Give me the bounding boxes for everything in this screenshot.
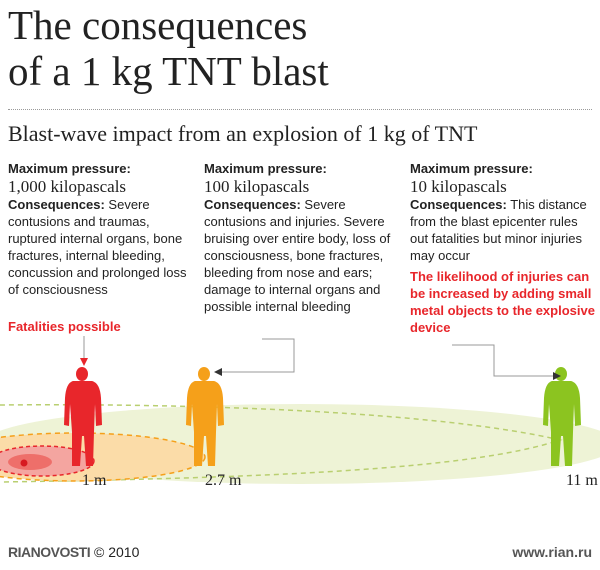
pointer-green bbox=[452, 344, 561, 380]
pressure-heading: Maximum pressure: bbox=[410, 161, 533, 176]
subtitle: Blast-wave impact from an explosion of 1… bbox=[8, 121, 478, 146]
pressure-value: 10 kilopascals bbox=[410, 177, 507, 196]
consequences-text: Consequences: Severe contusions and inju… bbox=[204, 196, 394, 315]
consequences-description: Severe contusions and injuries. Severe b… bbox=[204, 197, 391, 314]
copyright: © 2010 bbox=[94, 544, 140, 560]
pressure-value: 1,000 kilopascals bbox=[8, 177, 127, 196]
inner-zone-boundary bbox=[0, 445, 95, 477]
pressure-heading: Maximum pressure: bbox=[8, 161, 131, 176]
pointer-orange bbox=[214, 338, 295, 376]
title-line-1: The consequences bbox=[8, 2, 308, 48]
distance-label-1m: 1 m bbox=[82, 472, 107, 489]
distance-label-2.7m: 2.7 m bbox=[205, 472, 242, 489]
blast-core bbox=[8, 454, 52, 470]
person-figure-orange bbox=[186, 367, 224, 466]
pressure-heading: Maximum pressure: bbox=[204, 161, 327, 176]
zone-info-1m: Maximum pressure: 1,000 kilopascals Cons… bbox=[8, 160, 194, 298]
consequences-description: Severe contusions and traumas, ruptured … bbox=[8, 197, 187, 297]
title-line-2: of a 1 kg TNT blast bbox=[8, 48, 329, 94]
footer-credit: RIANOVOSTI © 2010 bbox=[8, 544, 139, 560]
footer-url[interactable]: www.rian.ru bbox=[512, 544, 592, 560]
title-divider bbox=[8, 109, 592, 110]
zone-info-11m: Maximum pressure: 10 kilopascals Consequ… bbox=[410, 160, 596, 264]
fatalities-note: Fatalities possible bbox=[8, 319, 121, 334]
consequences-label: Consequences: bbox=[8, 197, 105, 212]
rianovosti-logo: RIANOVOSTI bbox=[8, 544, 91, 560]
consequences-label: Consequences: bbox=[204, 197, 301, 212]
consequences-description: This distance from the blast epicenter r… bbox=[410, 197, 587, 263]
consequences-label: Consequences: bbox=[410, 197, 507, 212]
blast-epicenter bbox=[20, 459, 28, 467]
distance-label-11m: 11 m bbox=[566, 472, 598, 489]
person-figure-red bbox=[64, 367, 102, 466]
zone-info-2.7m: Maximum pressure: 100 kilopascals Conseq… bbox=[204, 160, 394, 315]
consequences-text: Consequences: Severe contusions and trau… bbox=[8, 196, 194, 298]
page-title: The consequences of a 1 kg TNT blast bbox=[8, 2, 329, 94]
pointer-fatalities bbox=[80, 336, 88, 366]
consequences-text: Consequences: This distance from the bla… bbox=[410, 196, 596, 264]
injury-likelihood-note: The likelihood of injuries can be increa… bbox=[410, 269, 595, 335]
pressure-value: 100 kilopascals bbox=[204, 177, 310, 196]
